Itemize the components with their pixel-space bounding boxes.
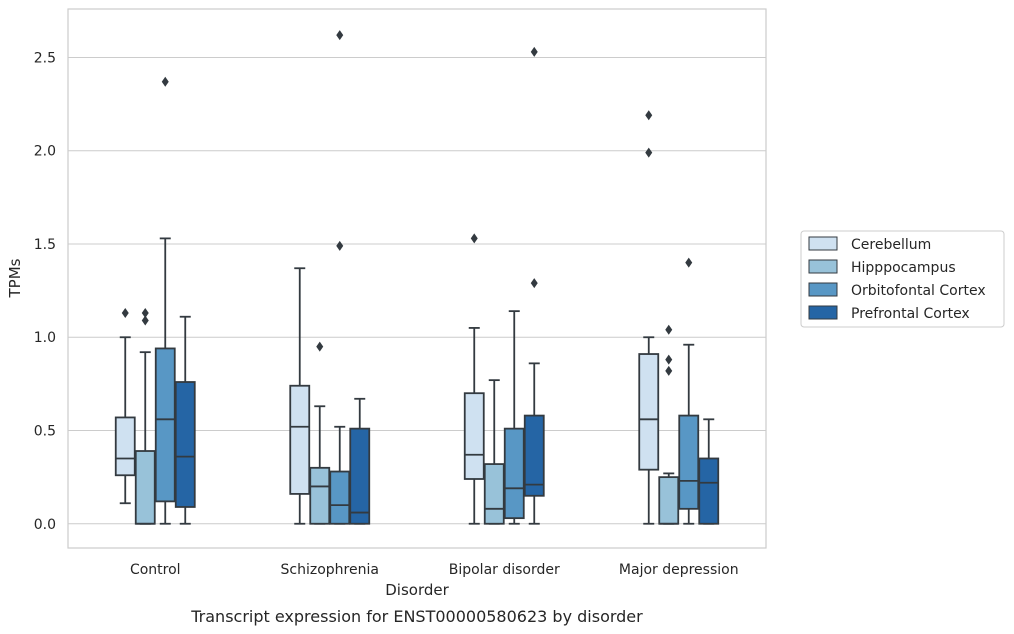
x-axis-ticks: Control Schizophrenia Bipolar disorder Majo… (130, 562, 739, 578)
box-3-2 (678, 257, 700, 525)
legend-frame (800, 230, 1005, 328)
outlier-point (336, 240, 344, 251)
box-3-0 (638, 110, 660, 525)
box (523, 414, 545, 497)
outlier-point (530, 46, 538, 57)
y-tick-label: 1.0 (34, 330, 56, 346)
box (309, 466, 331, 525)
legend-swatch (808, 305, 838, 320)
box (503, 427, 525, 520)
outlier-point (141, 315, 149, 326)
box (114, 416, 136, 477)
outlier-point (645, 147, 653, 158)
x-tick-label: Schizophrenia (281, 562, 379, 578)
y-tick-label: 2.5 (34, 50, 56, 66)
legend: Cerebellum Hipppocampus Orbitofontal Corte… (800, 230, 1005, 328)
y-tick-label: 0.0 (34, 517, 56, 533)
box (329, 470, 351, 525)
box-1-2 (329, 30, 351, 525)
box (638, 353, 660, 471)
box-1-0 (289, 267, 311, 525)
outlier-point (665, 324, 673, 335)
x-tick-label: Bipolar disorder (449, 562, 560, 578)
box-2-1 (483, 379, 505, 525)
outlier-point (665, 365, 673, 376)
box-0-0 (114, 308, 136, 505)
box (698, 457, 720, 525)
box-1-1 (309, 341, 331, 525)
y-tick-label: 1.5 (34, 237, 56, 253)
legend-label: Hipppocampus (851, 260, 956, 276)
box (154, 347, 176, 503)
box-1-3 (349, 397, 371, 525)
y-tick-label: 0.5 (34, 424, 56, 440)
box (463, 392, 485, 480)
outlier-point (665, 354, 673, 365)
outlier-point (141, 308, 149, 319)
y-axis-title: TPMs (6, 258, 24, 298)
box (483, 463, 505, 525)
x-tick-label: Major depression (619, 562, 739, 578)
outlier-point (121, 308, 129, 319)
box-groups (114, 30, 720, 525)
y-axis-ticks: 0.0 0.5 1.0 1.5 2.0 2.5 (34, 50, 56, 532)
x-tick-label: Control (130, 562, 181, 578)
x-axis-title: Disorder (385, 581, 449, 599)
y-tick-label: 2.0 (34, 144, 56, 160)
box (349, 427, 371, 525)
box (174, 381, 196, 508)
outlier-point (336, 30, 344, 41)
box-2-2 (503, 310, 525, 525)
outlier-point (645, 110, 653, 121)
chart-caption: Transcript expression for ENST0000058062… (190, 607, 643, 626)
box-2-3 (523, 46, 545, 525)
box (678, 414, 700, 510)
box (289, 384, 311, 495)
legend-label: Prefrontal Cortex (851, 306, 970, 322)
box-2-0 (463, 233, 485, 525)
box-0-1 (134, 308, 156, 525)
legend-swatch (808, 282, 838, 297)
plot-frame (67, 8, 767, 549)
legend-swatch (808, 259, 838, 274)
outlier-point (470, 233, 478, 244)
outlier-point (316, 341, 324, 352)
box (134, 450, 156, 525)
box-3-3 (698, 418, 720, 525)
outlier-point (685, 257, 693, 268)
box (658, 476, 680, 525)
outlier-point (530, 278, 538, 289)
outlier-point (161, 76, 169, 87)
legend-label: Orbitofontal Cortex (851, 283, 986, 299)
box-0-2 (154, 76, 176, 525)
legend-label: Cerebellum (851, 237, 931, 253)
legend-swatch (808, 236, 838, 251)
box-0-3 (174, 315, 196, 525)
box-3-1 (658, 324, 680, 525)
